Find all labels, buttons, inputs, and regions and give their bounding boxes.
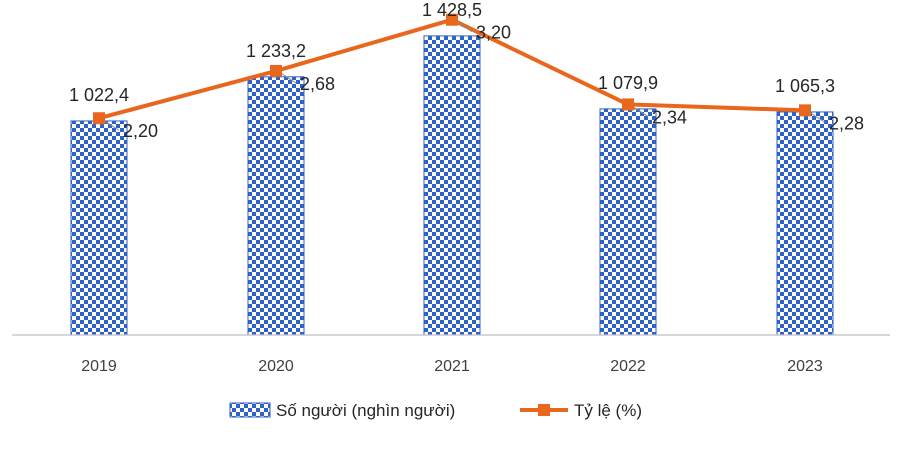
rate-marker-2021 <box>446 13 458 26</box>
rate-value-label: 2,20 <box>123 121 158 141</box>
x-tick-label: 2020 <box>258 358 294 375</box>
x-tick-label: 2023 <box>787 358 823 375</box>
bar-2020 <box>247 76 305 336</box>
line-series-layer <box>93 13 811 125</box>
legend-line-marker <box>538 404 550 416</box>
rate-leader-line <box>281 73 297 84</box>
x-tick-label: 2019 <box>81 358 117 375</box>
x-tick-label: 2021 <box>434 358 470 375</box>
rate-marker-2020 <box>270 64 282 77</box>
bar-2022 <box>599 108 657 336</box>
bar-value-label: 1 079,9 <box>598 73 658 93</box>
rate-marker-2022 <box>622 98 634 111</box>
x-ticks: 2019 2020 2021 2022 2023 <box>81 358 823 375</box>
bar-value-label: 1 233,2 <box>246 41 306 61</box>
data-labels: 1 022,4 1 233,2 1 428,5 1 079,9 1 065,3 2,20 2… <box>69 0 864 141</box>
rate-leader-line <box>633 107 649 117</box>
bar-value-label: 1 065,3 <box>775 76 835 96</box>
rate-leader-line <box>104 120 120 131</box>
bar-2023 <box>776 111 834 336</box>
legend: Số người (nghìn người) Tỷ lệ (%) <box>229 401 642 420</box>
bar-2019 <box>70 120 128 336</box>
rate-value-label: 3,20 <box>476 23 511 43</box>
legend-bar-label: Số người (nghìn người) <box>276 401 455 420</box>
rate-value-label: 2,68 <box>300 74 335 94</box>
bar-value-label: 1 022,4 <box>69 85 129 105</box>
bar-2021 <box>423 35 481 336</box>
rate-leader-line <box>810 112 826 123</box>
rate-marker-2019 <box>93 112 105 125</box>
rate-value-label: 2,34 <box>652 107 687 127</box>
legend-line-label: Tỷ lệ (%) <box>574 401 642 420</box>
rate-value-label: 2,28 <box>829 113 864 133</box>
bar-value-label: 1 428,5 <box>422 0 482 20</box>
legend-bar-swatch <box>229 402 271 418</box>
rate-marker-2023 <box>799 104 811 117</box>
bars-layer <box>70 35 834 336</box>
rate-leader-line <box>457 22 473 33</box>
x-tick-label: 2022 <box>610 358 646 375</box>
